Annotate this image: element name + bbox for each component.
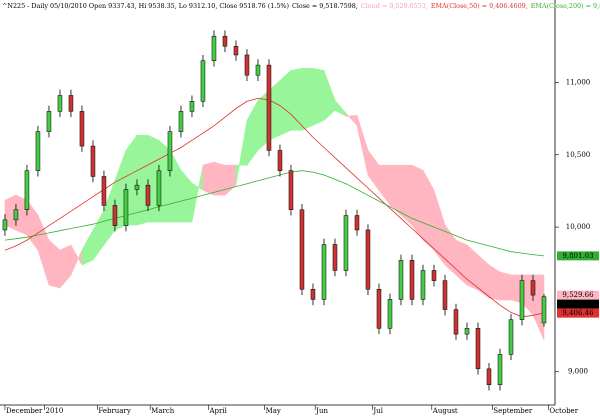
cloud-segment (136, 134, 149, 226)
cloud-segment (279, 69, 292, 136)
x-tick-label: August (432, 407, 458, 415)
candle-body (57, 95, 63, 112)
candle-body (35, 131, 41, 171)
candle-body (222, 35, 228, 47)
value-marker (557, 308, 599, 318)
y-tick-label: 11,000 (566, 78, 591, 86)
candle-body (79, 111, 85, 147)
x-tick-label: March (151, 407, 175, 415)
candle-body (508, 319, 514, 355)
candle-body (464, 328, 470, 335)
candle-body (24, 170, 30, 210)
title-part: Close = 9,518.7598, (292, 2, 358, 10)
candle-body (244, 54, 250, 76)
x-tick-label: Jul (372, 407, 383, 415)
x-tick-label: April (208, 407, 227, 415)
candle-body (420, 270, 426, 300)
cloud-segment (400, 164, 413, 226)
candle-body (365, 229, 371, 290)
candle-body (354, 215, 360, 231)
candle-body (321, 244, 327, 300)
candle-body (519, 280, 525, 320)
cloud-segment (301, 68, 314, 131)
candle-body (541, 296, 547, 324)
value-marker (557, 290, 599, 300)
candle-body (123, 189, 129, 226)
candle-body (211, 35, 217, 61)
cloud-segment (202, 161, 215, 196)
candle-body (255, 64, 261, 76)
candle-body (233, 46, 239, 56)
value-marker-label: 9,529.66 (562, 291, 594, 299)
candle-body (343, 215, 349, 271)
title-part: ^N225 - Daily 05/10/2010 Open 9337.43, H… (2, 2, 289, 10)
x-tick-label: September (493, 407, 533, 415)
value-marker-label: 9,406.46 (562, 309, 594, 317)
candle-body (46, 111, 52, 132)
candle-body (409, 260, 415, 300)
candle-body (2, 219, 8, 231)
y-tick-label: 10,500 (566, 151, 591, 159)
candle-body (442, 280, 448, 310)
x-tick-label: Jun (315, 407, 328, 415)
candle-body (200, 60, 206, 102)
cloud-segment (290, 68, 303, 131)
x-tick-label: 2010 (46, 407, 64, 415)
candle-body (90, 145, 96, 177)
chart-title: ^N225 - Daily 05/10/2010 Open 9337.43, H… (2, 2, 600, 10)
candle-body (167, 131, 173, 171)
line-layer (4, 97, 545, 318)
candle-body (475, 328, 481, 370)
candle-body (310, 289, 316, 300)
candle-body (486, 368, 492, 386)
value-marker-label: 9,801.03 (562, 252, 593, 260)
x-tick-label: October (549, 407, 578, 415)
candle-body (134, 184, 140, 190)
candle-body (299, 209, 305, 290)
candle-body (277, 150, 283, 171)
x-tick-label: May (266, 407, 281, 415)
candle-body (13, 209, 19, 221)
candle-body (376, 289, 382, 329)
x-tick-label: December (6, 407, 43, 415)
candle-body (266, 64, 272, 151)
candle-body (112, 205, 118, 226)
value-marker (557, 251, 599, 261)
value-marker (557, 299, 599, 309)
title-part: Cloud = 9,529.6553, (361, 2, 428, 10)
candle-body (178, 111, 184, 132)
candle-body (497, 354, 503, 385)
candle-body (431, 270, 437, 281)
title-part: EMA(Close,200) = 9,801.0283 (531, 2, 600, 10)
candle-body (332, 244, 338, 271)
cloud-segment (499, 271, 512, 301)
candle-body (398, 260, 404, 300)
candle-body (387, 299, 393, 329)
candle-body (101, 176, 107, 206)
x-tick-label: February (98, 407, 130, 415)
candle-body (145, 184, 151, 206)
candle-body (530, 280, 536, 296)
candle-body (156, 170, 162, 206)
y-tick-label: 10,000 (566, 223, 591, 231)
cloud-segment (312, 68, 325, 126)
value-marker-label: 9,518.76 (562, 300, 594, 308)
ema-line (4, 97, 545, 318)
candle-body (288, 170, 294, 210)
candle-body (189, 101, 195, 112)
y-tick-label: 9,000 (568, 368, 588, 376)
cloud-layer (4, 68, 545, 341)
candle-body (68, 95, 74, 112)
ema-line (4, 170, 545, 257)
candle-body (453, 309, 459, 335)
candle-layer (2, 30, 547, 391)
title-part: EMA(Close,50) = 9,406.4609, (431, 2, 528, 10)
